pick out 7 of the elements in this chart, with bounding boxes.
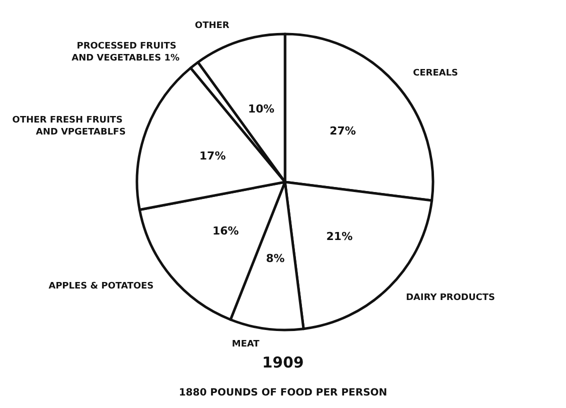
slice-label: MEAT bbox=[232, 340, 260, 350]
text: 1880 POUNDS OF FOOD PER PERSON bbox=[178, 388, 388, 398]
text: 1909 bbox=[262, 354, 304, 372]
slice-label: OTHER FRESH FRUITS AND VPGETABLFS bbox=[12, 115, 126, 138]
slice-label: APPLES & POTATOES bbox=[48, 282, 154, 292]
slice-label: OTHER bbox=[194, 21, 230, 32]
slice-label: PROCESSED FRUITS AND VEGETABLES 1% bbox=[72, 41, 180, 64]
